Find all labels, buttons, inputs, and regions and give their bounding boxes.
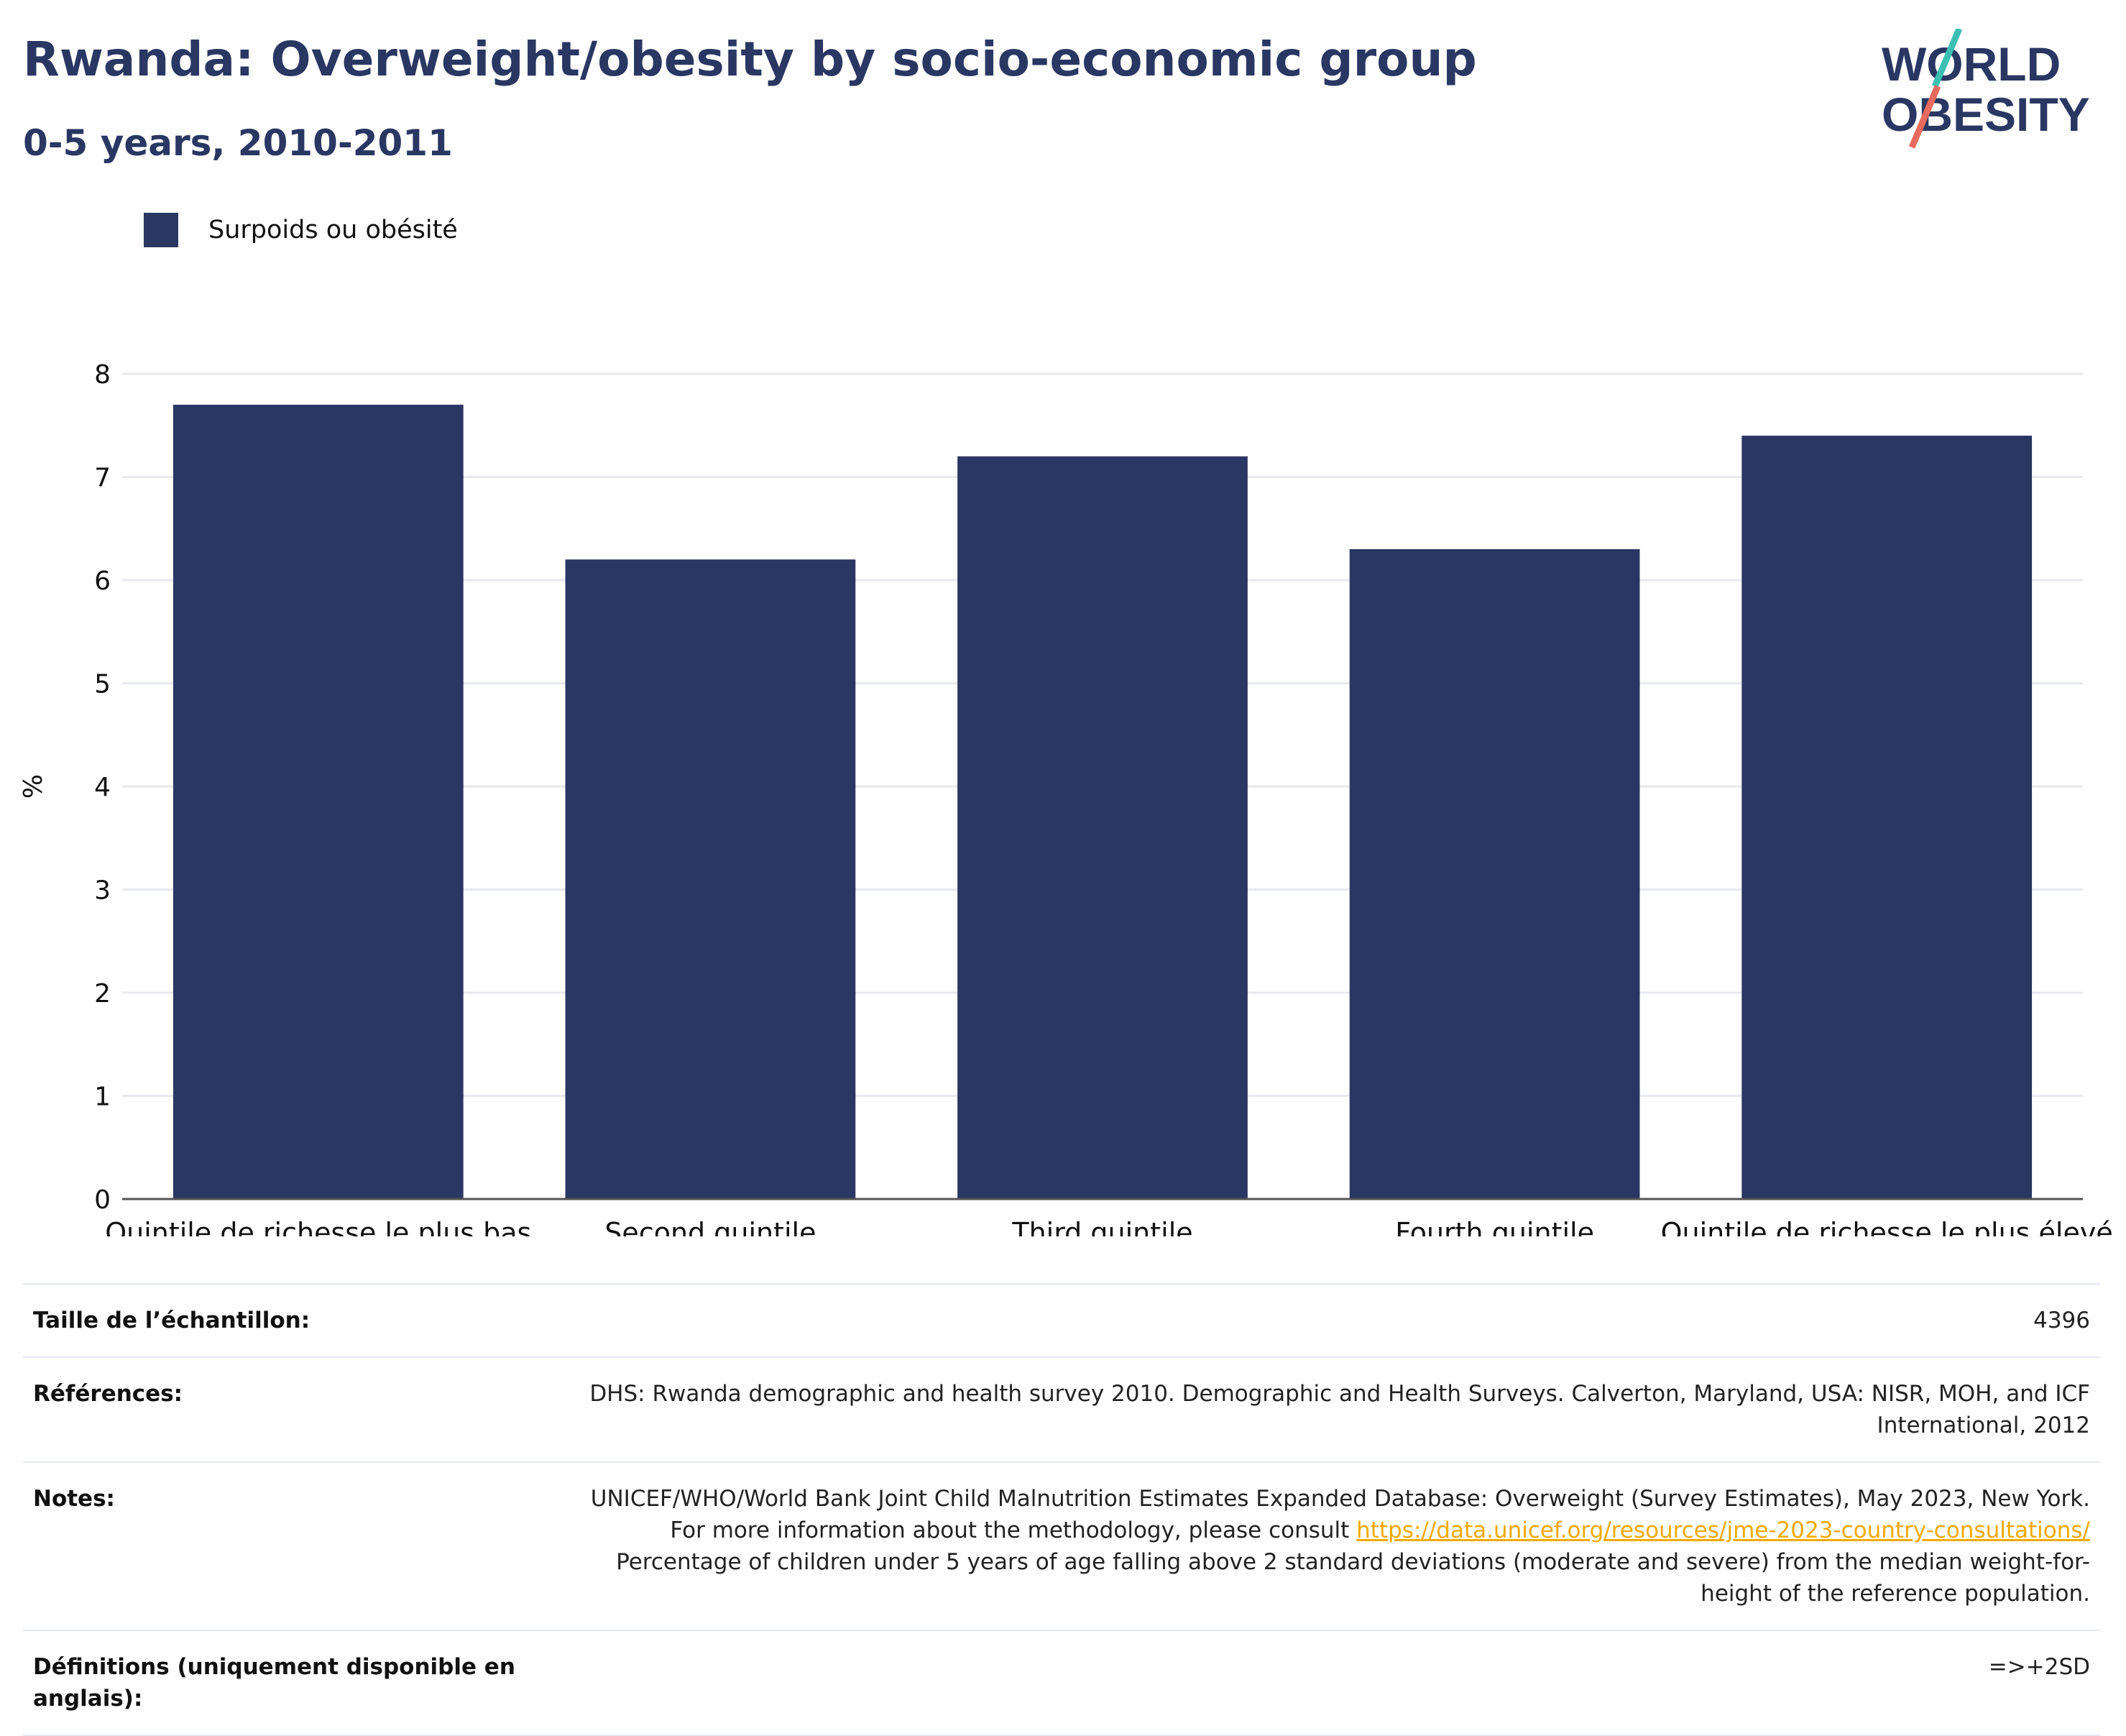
bar xyxy=(1741,436,2033,1199)
legend[interactable]: Surpoids ou obésité xyxy=(144,213,458,247)
references-value: DHS: Rwanda demographic and health surve… xyxy=(589,1381,2090,1438)
y-tick-label: 6 xyxy=(94,566,111,596)
logo-line-2: OBESITY xyxy=(1882,88,2090,141)
chart-subtitle: 0-5 years, 2010-2011 xyxy=(23,122,453,164)
y-tick-label: 1 xyxy=(94,1083,111,1112)
info-row-definitions: Définitions (uniquement disponible en an… xyxy=(23,1630,2100,1736)
world-obesity-logo[interactable]: WORLD OBESITY xyxy=(1869,29,2106,151)
info-table: Taille de l’échantillon: 4396 Références… xyxy=(23,1283,2100,1736)
logo-slash-teal xyxy=(1931,29,1963,88)
info-row-notes: Notes: UNICEF/WHO/World Bank Joint Child… xyxy=(23,1461,2100,1630)
x-tick-label: Quintile de richesse le plus élevé xyxy=(1661,1217,2113,1236)
x-tick-label: Fourth quintile xyxy=(1395,1217,1594,1236)
methodology-link[interactable]: https://data.unicef.org/resources/jme-20… xyxy=(1356,1517,2090,1543)
chart-title: Rwanda: Overweight/obesity by socio-econ… xyxy=(23,32,1477,87)
y-tick-label: 4 xyxy=(94,773,111,802)
info-row-references: Références: DHS: Rwanda demographic and … xyxy=(23,1356,2100,1461)
bar xyxy=(957,456,1248,1199)
definitions-label: Définitions (uniquement disponible en an… xyxy=(33,1654,515,1712)
x-tick-label: Third quintile xyxy=(1011,1217,1192,1236)
sample-label: Taille de l’échantillon: xyxy=(33,1308,310,1333)
y-tick-label: 2 xyxy=(94,979,111,1009)
legend-label: Surpoids ou obésité xyxy=(208,216,458,244)
notes-text-2: Percentage of children under 5 years of … xyxy=(616,1549,2090,1607)
x-tick-labels: Quintile de richesse le plus bas Second q… xyxy=(105,1217,2113,1236)
info-row-sample: Taille de l’échantillon: 4396 xyxy=(23,1283,2100,1356)
notes-value: UNICEF/WHO/World Bank Joint Child Malnut… xyxy=(551,1483,2090,1609)
legend-swatch xyxy=(144,213,178,247)
y-axis-label: % xyxy=(19,774,48,799)
x-tick-label: Quintile de richesse le plus bas xyxy=(105,1217,531,1236)
x-tick-label: Second quintile xyxy=(604,1217,816,1236)
notes-text-1: UNICEF/WHO/World Bank Joint Child Malnut… xyxy=(590,1486,2090,1543)
references-label: Références: xyxy=(33,1381,183,1407)
bar-chart: 0 1 2 3 4 5 6 7 8 Quintile de richesse le plus b… xyxy=(19,360,2113,1236)
notes-label: Notes: xyxy=(33,1486,115,1512)
bar xyxy=(172,405,464,1199)
logo-slash-red xyxy=(1908,85,1941,149)
bar xyxy=(1349,548,1640,1199)
bar xyxy=(565,559,856,1199)
logo-line-1: WORLD xyxy=(1882,37,2061,91)
y-tick-label: 8 xyxy=(94,360,111,390)
bars xyxy=(172,405,2033,1199)
y-tick-label: 3 xyxy=(94,876,111,906)
definitions-value: =>+2SD xyxy=(1988,1654,2090,1680)
y-tick-label: 7 xyxy=(94,464,111,493)
y-tick-labels: 0 1 2 3 4 5 6 7 8 xyxy=(94,360,111,1215)
y-tick-label: 5 xyxy=(94,670,111,699)
sample-value: 4396 xyxy=(2033,1308,2090,1333)
y-tick-label: 0 xyxy=(94,1185,111,1215)
